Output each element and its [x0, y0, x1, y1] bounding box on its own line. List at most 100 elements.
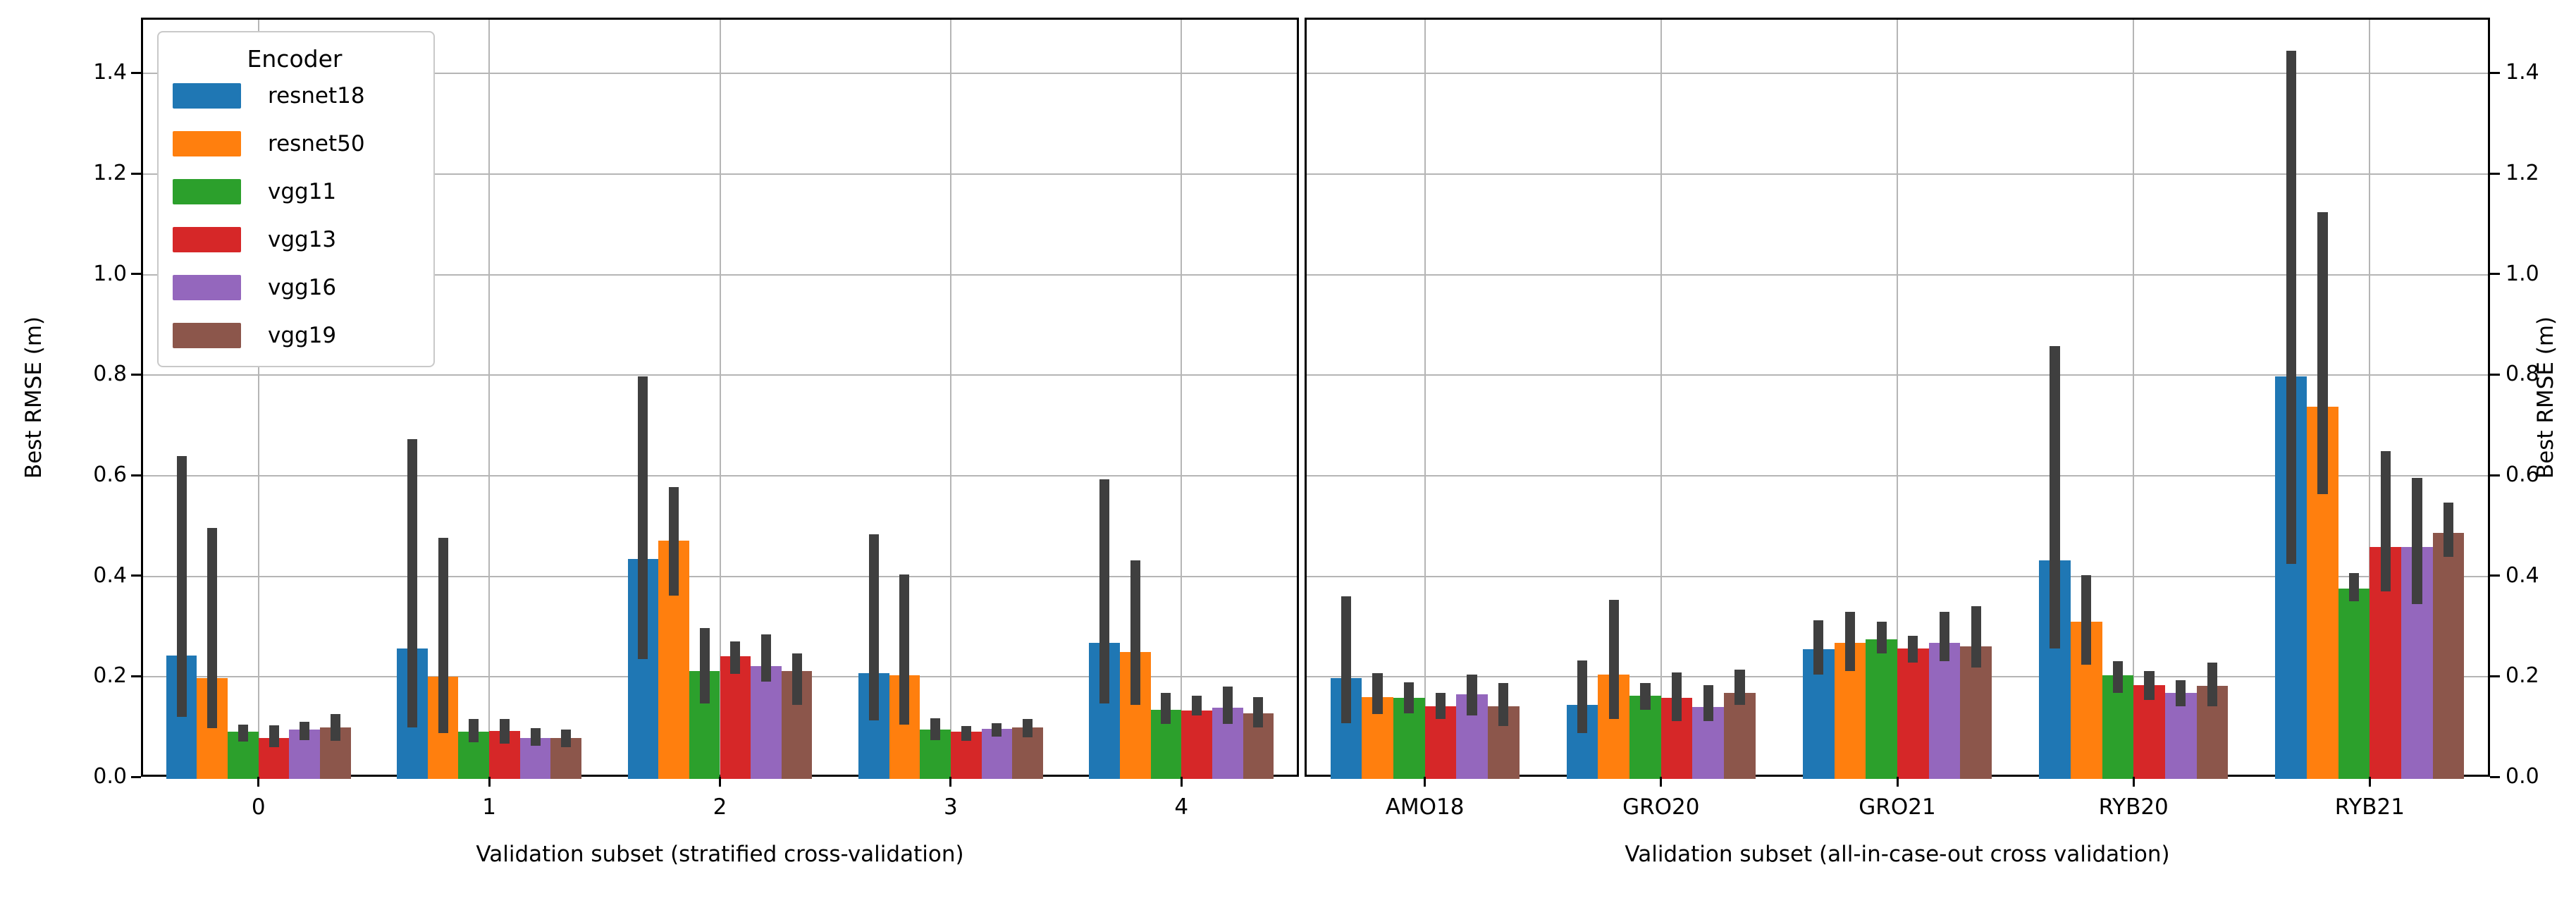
legend: Encoder resnet18 resnet50 vgg11 vgg13 vgg16 v… [157, 31, 435, 367]
y-tick-label-left: 0.6 [93, 462, 127, 488]
errorbar-resnet18-3 [868, 534, 879, 721]
legend-label: vgg13 [268, 227, 337, 252]
errorbar-vgg11-4 [1161, 693, 1171, 725]
errorbar-vgg11-RYB20 [2112, 661, 2123, 694]
bar-vgg13-2 [720, 656, 751, 779]
errorbar-vgg16-RYB20 [2176, 680, 2186, 706]
gridline-vertical [488, 20, 491, 775]
bar-vgg16-2 [751, 665, 782, 779]
x-tick-label: GRO20 [1622, 794, 1700, 820]
errorbar-vgg13-3 [961, 726, 971, 742]
y-tick-mark-left [131, 172, 141, 175]
legend-label: resnet50 [268, 131, 365, 156]
gridline-vertical [257, 20, 259, 775]
gridline-vertical [1181, 20, 1183, 775]
y-tick-mark-right [2490, 273, 2500, 276]
y-tick-label-right: 0.0 [2506, 764, 2539, 789]
errorbar-resnet50-GRO21 [1844, 612, 1856, 671]
y-tick-label-left: 0.8 [93, 362, 127, 387]
y-tick-mark-right [2490, 71, 2500, 74]
x-tick-mark [1660, 777, 1663, 787]
x-tick-mark [1424, 777, 1426, 787]
legend-entry-vgg16: vgg16 [173, 274, 417, 301]
errorbar-vgg19-RYB21 [2443, 503, 2454, 558]
y-tick-label-left: 0.4 [93, 562, 127, 588]
legend-swatch-vgg11 [173, 179, 241, 204]
y-axis-label-right: Best RMSE (m) [2533, 316, 2558, 479]
errorbar-vgg16-4 [1222, 687, 1233, 725]
x-tick-mark [2368, 777, 2371, 787]
x-tick-label: RYB21 [2334, 794, 2405, 820]
y-tick-mark-right [2490, 574, 2500, 577]
bar-vgg13-GRO21 [1897, 648, 1929, 779]
x-tick-mark [1896, 777, 1899, 787]
errorbar-resnet50-2 [669, 487, 679, 596]
bar-vgg13-4 [1181, 710, 1212, 779]
legend-swatch-vgg19 [173, 323, 241, 348]
legend-swatch-resnet18 [173, 83, 241, 109]
errorbar-vgg19-3 [1023, 719, 1033, 738]
y-tick-mark-right [2490, 775, 2500, 778]
gridline-vertical [2369, 20, 2371, 775]
y-tick-label-left: 1.2 [93, 161, 127, 186]
errorbar-vgg13-RYB21 [2380, 450, 2391, 591]
errorbar-vgg13-2 [730, 641, 741, 674]
y-tick-mark-right [2490, 373, 2500, 376]
errorbar-vgg16-AMO18 [1467, 675, 1477, 716]
errorbar-vgg19-AMO18 [1498, 682, 1509, 727]
errorbar-resnet18-0 [176, 456, 187, 717]
bar-vgg11-GRO20 [1629, 696, 1661, 779]
errorbar-vgg16-GRO20 [1703, 684, 1713, 721]
errorbar-resnet50-AMO18 [1372, 673, 1383, 714]
errorbar-resnet18-AMO18 [1341, 596, 1351, 723]
y-tick-mark-left [131, 474, 141, 476]
y-tick-label-left: 0.0 [93, 764, 127, 789]
errorbar-vgg13-GRO21 [1908, 635, 1918, 663]
errorbar-vgg16-3 [992, 723, 1002, 737]
errorbar-resnet18-1 [407, 438, 417, 727]
y-tick-mark-right [2490, 172, 2500, 175]
y-tick-label-right: 1.2 [2506, 161, 2539, 186]
errorbar-resnet18-2 [638, 376, 648, 660]
bar-vgg13-RYB20 [2133, 684, 2165, 779]
errorbar-vgg19-GRO21 [1971, 606, 1981, 668]
legend-swatch-vgg13 [173, 227, 241, 252]
gridline-vertical [719, 20, 721, 775]
errorbar-vgg19-4 [1253, 697, 1264, 728]
errorbar-vgg13-GRO20 [1671, 672, 1682, 721]
y-tick-label-left: 1.4 [93, 60, 127, 85]
errorbar-vgg19-2 [791, 653, 802, 706]
errorbar-vgg11-2 [699, 628, 710, 703]
legend-label: resnet18 [268, 83, 365, 109]
errorbar-resnet18-GRO21 [1813, 620, 1824, 675]
x-tick-mark [719, 777, 721, 787]
x-tick-mark [949, 777, 952, 787]
y-tick-mark-left [131, 71, 141, 74]
y-tick-mark-left [131, 675, 141, 677]
legend-entry-resnet18: resnet18 [173, 82, 417, 109]
y-tick-mark-left [131, 574, 141, 577]
legend-entry-vgg19: vgg19 [173, 322, 417, 349]
errorbar-resnet50-1 [438, 538, 448, 734]
errorbar-vgg11-AMO18 [1404, 682, 1415, 713]
plot-panel-right [1305, 18, 2490, 779]
gridline-vertical [1660, 20, 1662, 775]
errorbar-resnet50-GRO20 [1608, 600, 1619, 720]
y-tick-label-left: 0.2 [93, 663, 127, 689]
errorbar-vgg16-1 [530, 727, 541, 746]
bar-vgg16-3 [981, 728, 1013, 779]
x-axis-label-left: Validation subset (stratified cross-vali… [476, 842, 964, 867]
legend-swatch-vgg16 [173, 275, 241, 300]
bar-vgg11-GRO21 [1866, 639, 1897, 779]
y-tick-label-right: 0.4 [2506, 562, 2539, 588]
errorbar-vgg16-2 [760, 634, 771, 682]
bar-vgg19-GRO20 [1724, 693, 1756, 779]
errorbar-vgg11-GRO20 [1640, 682, 1651, 710]
x-tick-mark [2132, 777, 2135, 787]
errorbar-vgg16-GRO21 [1939, 612, 1950, 662]
errorbar-vgg13-RYB20 [2144, 670, 2155, 700]
legend-swatch-resnet50 [173, 131, 241, 156]
bar-vgg16-GRO21 [1928, 643, 1961, 779]
errorbar-resnet18-4 [1099, 479, 1110, 703]
gridline-vertical [1897, 20, 1898, 775]
